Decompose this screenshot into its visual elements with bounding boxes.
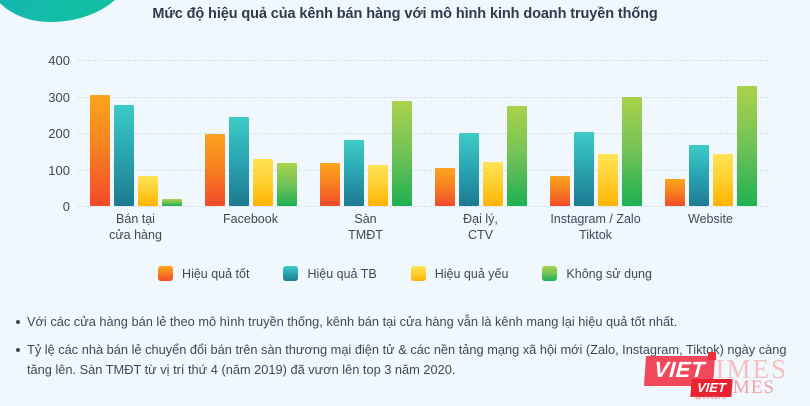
x-axis-tick-label: Đại lý, CTV [463, 212, 498, 242]
watermark-tagline: Tạp chí điện tử [693, 395, 727, 400]
list-item: Với các cửa hàng bán lẻ theo mô hình tru… [16, 312, 794, 332]
legend-swatch-icon [158, 266, 174, 281]
x-axis-tick-label: Instagram / Zalo Tiktok [550, 212, 641, 242]
x-axis-tick-label: Sàn TMĐT [348, 212, 383, 242]
bar [204, 133, 225, 206]
legend-label: Hiệu quả tốt [182, 266, 250, 281]
legend-item[interactable]: Hiệu quả tốt [158, 266, 249, 281]
legend-swatch-icon [283, 266, 299, 281]
bar [343, 140, 364, 206]
bar-group [308, 60, 423, 206]
bullet-text: Tỷ lệ các nhà bán lẻ chuyển đổi bán trên… [27, 341, 787, 377]
bullet-list: Với các cửa hàng bán lẻ theo mô hình tru… [16, 312, 794, 387]
bar [549, 175, 570, 206]
bar [573, 132, 594, 206]
gridline [78, 60, 768, 61]
list-item: Tỷ lệ các nhà bán lẻ chuyển đổi bán trên… [16, 340, 794, 380]
y-axis-labels: 400 300 200 100 0 [0, 54, 70, 213]
chart-legend: Hiệu quả tốt Hiệu quả TB Hiệu quả yếu Không… [0, 266, 810, 281]
bar-group [78, 60, 193, 206]
legend-label: Hiệu quả TB [307, 266, 377, 281]
gridline [78, 169, 768, 171]
bar [712, 154, 733, 206]
bar [137, 175, 158, 206]
chart-plot-area [78, 60, 768, 207]
legend-swatch-icon [410, 266, 426, 281]
bar [228, 116, 249, 206]
y-axis-tick-label: 100 [48, 162, 70, 178]
bar [391, 100, 412, 206]
bar [434, 168, 455, 206]
bar [113, 104, 134, 206]
bar [458, 133, 479, 206]
bullet-text: Với các cửa hàng bán lẻ theo mô hình tru… [27, 314, 678, 329]
bar [597, 154, 618, 206]
bar [482, 162, 503, 206]
bar [688, 144, 709, 206]
bar-group [538, 60, 653, 206]
bar [161, 198, 182, 206]
bar [664, 178, 685, 206]
bar [367, 165, 388, 206]
legend-label: Không sử dụng [566, 266, 652, 281]
bar [506, 105, 527, 206]
y-axis-tick-label: 300 [48, 89, 70, 105]
bar-group [193, 60, 308, 206]
bar [276, 163, 297, 206]
bar-groups [78, 60, 768, 206]
y-axis-tick-label: 0 [62, 199, 70, 214]
y-axis-tick-label: 400 [48, 53, 70, 68]
legend-swatch-icon [542, 266, 558, 281]
x-axis-tick-label: Facebook [223, 212, 278, 226]
legend-item[interactable]: Hiệu quả TB [283, 266, 377, 281]
bar [319, 162, 340, 206]
x-axis-tick-label: Bán tại cửa hàng [109, 212, 162, 242]
bullet-dot-icon [16, 347, 20, 352]
x-axis-labels: Bán tại cửa hàng Facebook Sàn TMĐT Đại lý, … [78, 212, 768, 243]
x-axis-tick-label: Website [688, 212, 733, 226]
legend-item[interactable]: Hiệu quả yếu [410, 266, 509, 281]
bar [736, 86, 757, 206]
bar-group [423, 60, 538, 206]
bullet-dot-icon [16, 320, 20, 324]
gridline [78, 133, 768, 134]
gridline [78, 206, 768, 207]
legend-label: Hiệu quả yếu [434, 266, 509, 281]
bar-group [653, 60, 768, 206]
bar [621, 96, 642, 206]
bar [89, 94, 110, 206]
legend-item[interactable]: Không sử dụng [542, 266, 652, 281]
page-title: Mức độ hiệu quả của kênh bán hàng với mô… [152, 6, 658, 22]
y-axis-tick-label: 200 [48, 126, 70, 141]
bar [252, 159, 273, 206]
gridline [78, 96, 768, 98]
